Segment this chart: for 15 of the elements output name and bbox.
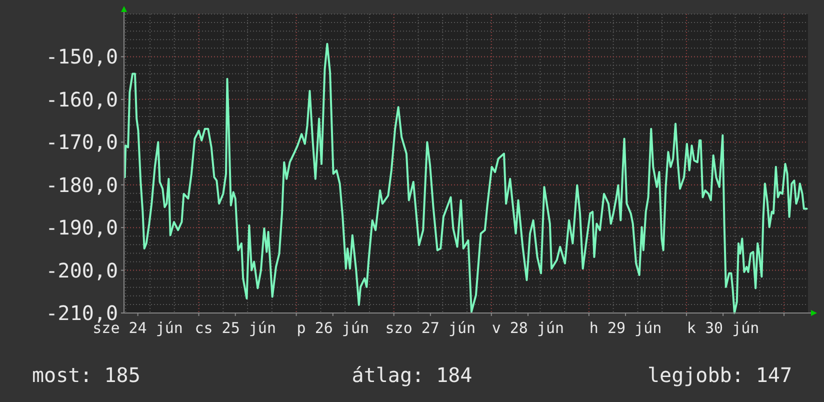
x-tick-label: p 26 jún <box>296 319 370 337</box>
y-tick-label: -180,0 <box>46 172 118 197</box>
y-tick-label: -170,0 <box>46 130 118 154</box>
text: legjobb: 147 <box>648 363 792 387</box>
x-tick-label: cs 25 jún <box>194 319 276 337</box>
x-tick-label: h 29 jún <box>589 319 662 337</box>
text: most: 185 <box>32 363 140 387</box>
y-tick-label: -150,0 <box>46 44 118 69</box>
y-tick-label: -190,0 <box>46 216 118 240</box>
x-tick-label: v 28 jún <box>492 319 564 337</box>
x-tick-label: szo 27 jún <box>385 319 476 337</box>
text: átlag: 184 <box>352 363 472 387</box>
x-tick-label: k 30 jún <box>686 319 760 337</box>
y-tick-label: -200,0 <box>46 258 118 282</box>
y-tick-label: -160,0 <box>46 87 118 112</box>
